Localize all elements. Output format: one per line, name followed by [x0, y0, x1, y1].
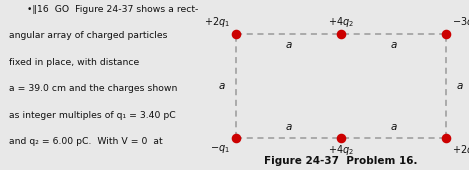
Text: and q₂ = 6.00 pC.  With V = 0  at: and q₂ = 6.00 pC. With V = 0 at	[8, 137, 162, 146]
Text: $−3q_{1}$: $−3q_{1}$	[452, 15, 469, 29]
Text: angular array of charged particles: angular array of charged particles	[8, 31, 167, 40]
Text: $a$: $a$	[456, 81, 464, 91]
Text: $a$: $a$	[390, 40, 397, 50]
Text: a = 39.0 cm and the charges shown: a = 39.0 cm and the charges shown	[8, 84, 177, 93]
Text: $−q_{1}$: $−q_{1}$	[210, 143, 230, 155]
Text: $a$: $a$	[390, 122, 397, 132]
Point	[337, 137, 345, 140]
Text: $a$: $a$	[285, 40, 293, 50]
Point	[442, 32, 450, 35]
Text: $+4q_{2}$: $+4q_{2}$	[328, 143, 354, 157]
Text: $+2q_{1}$: $+2q_{1}$	[452, 143, 469, 157]
Point	[233, 137, 240, 140]
Text: $+4q_{2}$: $+4q_{2}$	[328, 15, 354, 29]
Text: •‖16  GO  Figure 24-37 shows a rect-: •‖16 GO Figure 24-37 shows a rect-	[8, 5, 198, 14]
Text: $a$: $a$	[218, 81, 226, 91]
Text: fixed in place, with distance: fixed in place, with distance	[8, 58, 139, 67]
Point	[337, 32, 345, 35]
Point	[442, 137, 450, 140]
Text: $a$: $a$	[285, 122, 293, 132]
Text: Figure 24-37  Problem 16.: Figure 24-37 Problem 16.	[265, 156, 418, 166]
Text: as integer multiples of q₁ = 3.40 pC: as integer multiples of q₁ = 3.40 pC	[8, 110, 175, 120]
Point	[233, 32, 240, 35]
Text: $+2q_{1}$: $+2q_{1}$	[204, 15, 230, 29]
